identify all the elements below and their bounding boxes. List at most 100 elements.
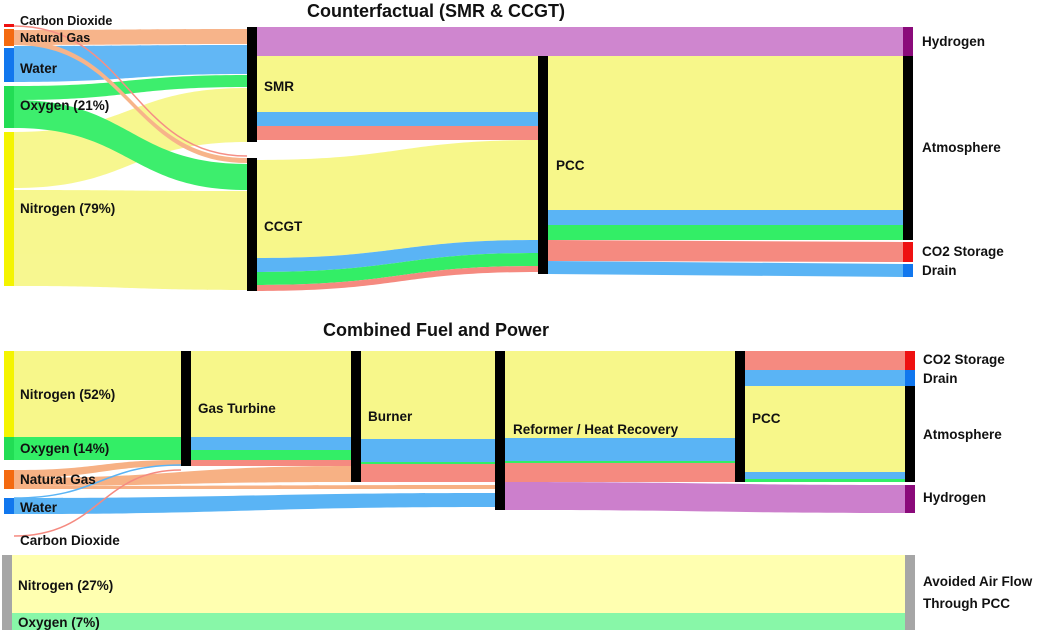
label-pcc: PCC [556,158,585,173]
flow-avoided-nitrogen [12,555,905,613]
label-natural-gas-2: Natural Gas [20,472,96,487]
flow-pcc-atmosphere-nitrogen [548,56,903,210]
flow-ng-gt [14,460,181,478]
flow-oxygen-smr [14,75,247,100]
flow-nitrogen-gt [14,351,181,437]
flows-reformer-out [505,351,905,513]
node-avoided-source [2,555,12,630]
node-avoided-sink [905,555,915,630]
flow-burner-reformer-nitrogen [361,351,495,439]
label-smr: SMR [264,79,294,94]
label-atmosphere: Atmosphere [922,140,1001,155]
flow-smr-hydrogen [257,27,903,56]
node-co2-storage [903,242,913,262]
flow-water-thin [13,464,182,499]
flow-avoided-oxygen [12,613,905,630]
flows-burner-out [361,351,495,482]
label-co2-storage: CO2 Storage [922,244,1004,259]
node-water-2 [4,498,14,514]
flow-burner-reformer-oxygen [361,462,495,464]
label-water: Water [20,61,58,76]
node-drain-2 [905,370,915,386]
label-ccgt: CCGT [264,219,303,234]
flow-smr-pcc-co2 [257,126,538,140]
flow-co2-in-2 [13,469,182,537]
label-burner: Burner [368,409,413,424]
flow-burner-reformer-co2 [361,464,495,482]
flows-gt-out [191,351,351,466]
panel-combined: Combined Fuel and Power [4,320,1005,548]
label-drain: Drain [922,263,957,278]
label-pcc-2: PCC [752,411,781,426]
flow-reformer-pcc-nitrogen [505,351,735,438]
flow-reformer-pcc-oxygen [505,461,735,463]
label-nitrogen: Nitrogen (79%) [20,201,115,216]
label-water-2: Water [20,500,58,515]
node-burner [351,351,361,482]
node-oxygen-2 [4,437,14,460]
label-gas-turbine: Gas Turbine [198,401,276,416]
flow-pcc-atm-nitrogen-2 [745,386,905,472]
nodes [4,24,913,291]
node-natural-gas [4,29,14,46]
node-smr [247,27,257,142]
flow-ccgt-pcc-oxygen [257,253,538,285]
label-atmosphere-2: Atmosphere [923,427,1002,442]
node-co2-storage-2 [905,351,915,370]
node-ccgt [247,158,257,291]
panel-title: Counterfactual (SMR & CCGT) [307,1,565,21]
flow-ccgt-pcc-water [257,240,538,272]
label-reformer: Reformer / Heat Recovery [513,422,679,437]
flows-ccgt-out [257,140,538,291]
label-co2-in: Carbon Dioxide [20,14,112,28]
node-reformer [495,351,505,510]
flow-ng-smr [14,29,247,45]
node-oxygen [4,86,14,128]
flow-gt-burner-co2 [191,460,351,466]
labels: Carbon Dioxide Natural Gas Water Oxygen … [20,14,1004,278]
flow-water-reformer [14,493,495,514]
flow-gt-burner-nitrogen [191,351,351,437]
label-oxygen-3: Oxygen (7%) [18,615,100,630]
panel-avoided: Nitrogen (27%) Oxygen (7%) Avoided Air F… [2,555,1033,630]
flows-pcc2-out [745,351,905,482]
label-hydrogen-2: Hydrogen [923,490,986,505]
flow-smr-pcc-water [257,112,538,126]
node-atmosphere-2 [905,386,915,482]
node-hydrogen [903,27,913,56]
flow-gt-burner-oxygen [191,450,351,460]
node-nitrogen [4,132,14,286]
flows-pcc-out [548,56,903,277]
label-co2-in-2: Carbon Dioxide [20,533,120,548]
panel-counterfactual: Counterfactual (SMR & CCGT) [4,1,1004,291]
node-nitrogen-2 [4,351,14,437]
labels-2: Nitrogen (52%) Oxygen (14%) Natural Gas … [20,352,1005,548]
label-oxygen-2: Oxygen (14%) [20,441,109,456]
flow-burner-reformer-water [361,439,495,462]
node-natural-gas-2 [4,470,14,489]
node-drain [903,264,913,277]
flow-pcc-drain-2 [745,370,905,386]
flow-pcc-co2storage-2 [745,351,905,370]
flow-ng-reformer [14,485,495,489]
nodes-2 [4,351,915,514]
flow-pcc-atm-oxygen-2 [745,479,905,482]
flow-nitrogen-ccgt [14,190,247,290]
label-avoided-2: Through PCC [923,596,1010,611]
label-avoided-1: Avoided Air Flow [923,574,1033,589]
flow-ccgt-pcc-co2 [257,266,538,291]
node-co2-in [4,24,14,27]
flow-pcc-co2storage [548,240,903,262]
node-gas-turbine [181,351,191,466]
label-oxygen: Oxygen (21%) [20,98,109,113]
flows-smr-out [257,56,538,140]
flow-ng-burner [14,466,351,486]
label-hydrogen: Hydrogen [922,34,985,49]
flow-ccgt-pcc-nitrogen [257,140,538,258]
flow-co2-in [13,25,248,157]
flow-oxygen-ccgt [14,100,247,190]
flow-pcc-atmosphere-oxygen [548,225,903,240]
flow-reformer-pcc-water [505,438,735,461]
node-pcc [538,56,548,274]
